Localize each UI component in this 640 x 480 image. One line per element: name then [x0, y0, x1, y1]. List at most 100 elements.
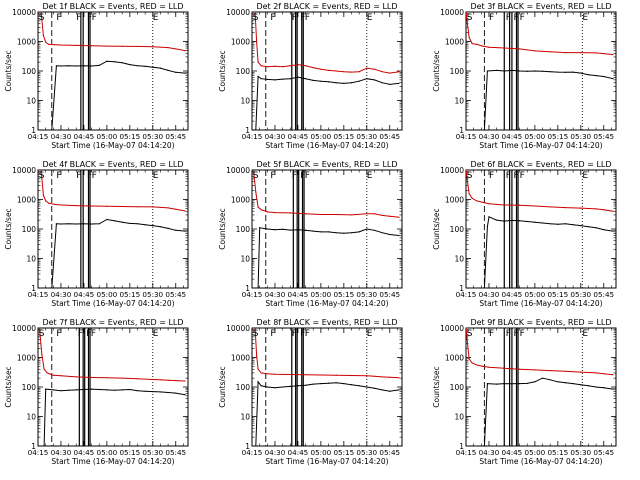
- data-point: [549, 369, 551, 372]
- data-point: [167, 379, 169, 381]
- marker-label-f: F: [513, 171, 518, 181]
- data-point: [335, 213, 337, 216]
- data-point: [136, 378, 139, 380]
- x-tick-label: 04:45: [288, 448, 309, 457]
- data-point: [152, 225, 154, 227]
- series-line-events: [255, 75, 399, 130]
- data-point: [335, 382, 337, 384]
- data-point: [549, 379, 551, 381]
- x-tick-label: 05:00: [525, 290, 546, 299]
- data-point: [526, 220, 528, 223]
- marker-label-f: F: [87, 13, 92, 23]
- x-tick-label: 05:45: [379, 448, 400, 457]
- data-point: [612, 374, 614, 376]
- data-point: [90, 205, 93, 207]
- x-tick-label: 04:30: [51, 290, 72, 299]
- marker-label-f: F: [305, 329, 310, 339]
- x-tick-label: 04:15: [242, 448, 263, 457]
- chart-title: Det 2f BLACK = Events, RED = LLD: [256, 2, 397, 11]
- data-point: [266, 386, 268, 388]
- y-tick-label: 10: [454, 97, 464, 106]
- marker-label-f: F: [489, 13, 494, 23]
- data-point: [144, 65, 146, 67]
- marker-label-f: F: [56, 171, 61, 181]
- data-point: [274, 373, 276, 375]
- data-point: [572, 383, 574, 385]
- data-point: [121, 62, 123, 64]
- marker-label-e: E: [153, 171, 159, 181]
- x-axis-label: Start Time (16-May-07 04:14:20): [265, 299, 388, 308]
- data-point: [549, 71, 551, 73]
- data-point: [482, 201, 484, 203]
- y-tick-label: 1: [31, 126, 36, 135]
- x-tick-label: 04:45: [502, 290, 523, 299]
- data-point: [398, 234, 400, 237]
- y-tick-label: 1: [31, 284, 36, 293]
- data-point: [257, 368, 259, 370]
- data-point: [184, 380, 186, 382]
- data-point: [159, 226, 162, 228]
- data-point: [366, 386, 368, 388]
- y-tick-label: 10: [240, 255, 250, 264]
- chart-title: Det 4f BLACK = Events, RED = LLD: [42, 160, 183, 169]
- data-point: [54, 44, 56, 46]
- data-point: [471, 362, 473, 364]
- data-point: [389, 376, 391, 378]
- data-point: [518, 368, 521, 370]
- chart-panel-1: Det 1f BLACK = Events, RED = LLD 1 10 100 10…: [4, 2, 189, 150]
- x-tick-label: 05:45: [165, 448, 186, 457]
- data-point: [60, 375, 62, 377]
- plot-area: [466, 170, 614, 288]
- data-point: [257, 381, 259, 383]
- data-point: [40, 170, 42, 171]
- data-point: [503, 204, 505, 206]
- chart-panel-8: Det 8f BLACK = Events, RED = LLD 1 10 100 10…: [218, 318, 403, 466]
- data-point: [580, 52, 582, 54]
- data-point: [129, 388, 131, 391]
- data-point: [534, 369, 536, 371]
- x-tick-label: 04:30: [479, 448, 500, 457]
- chart-panel-3: Det 3f BLACK = Events, RED = LLD 1 10 100 10…: [432, 2, 617, 150]
- y-tick-label: 1: [245, 442, 250, 451]
- data-point: [55, 65, 57, 67]
- series-line-events: [483, 377, 613, 446]
- data-point: [335, 70, 337, 72]
- data-point: [327, 231, 330, 233]
- data-point: [297, 229, 299, 231]
- x-tick-label: 05:30: [570, 132, 591, 141]
- y-tick-label: 1000: [17, 38, 36, 47]
- x-tick-label: 05:15: [547, 290, 568, 299]
- data-point: [175, 48, 177, 50]
- x-tick-label: 04:15: [242, 290, 263, 299]
- marker-label-e: E: [367, 329, 373, 339]
- marker-label-f: F: [520, 171, 525, 181]
- y-tick-label: 1000: [231, 38, 250, 47]
- x-tick-label: 04:45: [288, 132, 309, 141]
- y-tick-label: 10: [26, 97, 36, 106]
- data-point: [83, 65, 85, 67]
- data-point: [373, 229, 376, 231]
- data-point: [343, 82, 345, 84]
- data-point: [184, 394, 186, 396]
- data-point: [159, 379, 162, 381]
- data-point: [254, 12, 256, 13]
- data-point: [312, 230, 314, 232]
- data-point: [496, 383, 498, 385]
- data-point: [358, 385, 360, 387]
- data-point: [343, 232, 345, 234]
- marker-label-f: F: [292, 13, 297, 23]
- x-tick-label: 05:30: [142, 290, 163, 299]
- x-tick-label: 04:30: [479, 132, 500, 141]
- y-tick-label: 10000: [226, 166, 250, 175]
- data-point: [113, 220, 116, 222]
- x-tick-label: 04:15: [28, 132, 49, 141]
- x-tick-label: 05:45: [165, 132, 186, 141]
- x-tick-label: 04:30: [51, 448, 72, 457]
- data-point: [106, 205, 108, 207]
- x-tick-label: 04:30: [265, 448, 286, 457]
- plot-frame: [37, 169, 189, 289]
- series-line-lld: [39, 328, 185, 382]
- marker-label-f: F: [300, 171, 305, 181]
- y-tick-label: 1000: [17, 196, 36, 205]
- x-tick-label: 05:45: [593, 290, 614, 299]
